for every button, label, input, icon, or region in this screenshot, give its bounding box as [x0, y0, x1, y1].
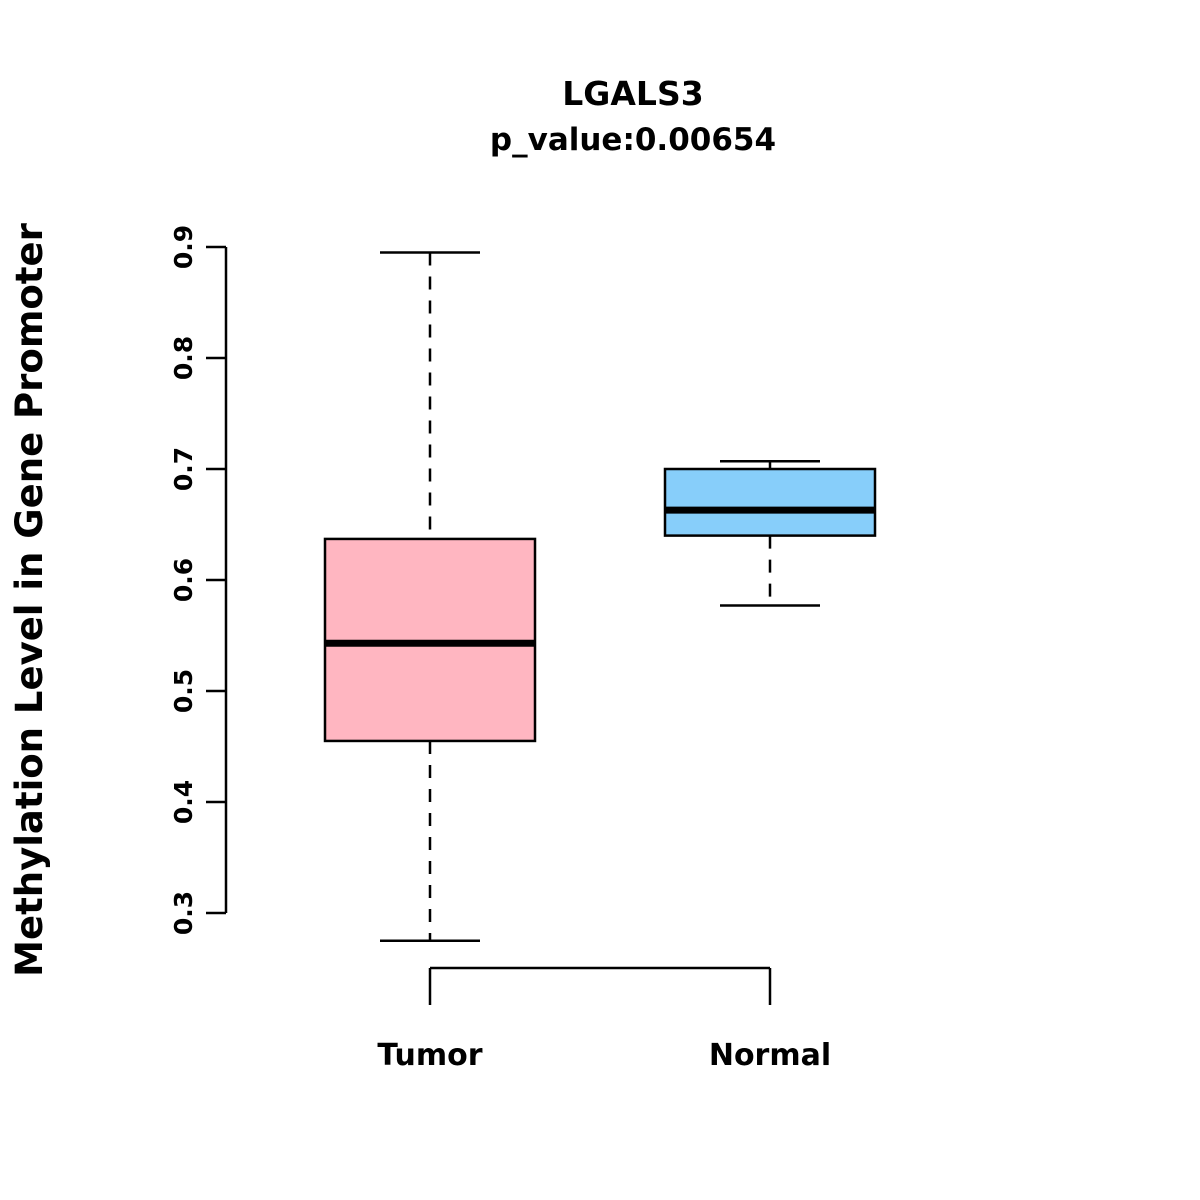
y-tick-label: 0.9 [169, 225, 198, 269]
y-tick-label: 0.3 [169, 891, 198, 935]
y-tick-label: 0.8 [169, 336, 198, 380]
chart-subtitle: p_value:0.00654 [490, 122, 776, 158]
y-tick-label: 0.6 [169, 558, 198, 602]
y-axis-label: Methylation Level in Gene Promoter [8, 222, 51, 976]
y-tick-label: 0.4 [169, 780, 198, 824]
y-tick-label: 0.7 [169, 447, 198, 491]
y-tick-label: 0.5 [169, 669, 198, 713]
chart-title: LGALS3 [562, 74, 703, 113]
box-normal [663, 467, 877, 537]
category-label-tumor: Tumor [377, 1038, 482, 1073]
category-label-normal: Normal [709, 1038, 831, 1073]
